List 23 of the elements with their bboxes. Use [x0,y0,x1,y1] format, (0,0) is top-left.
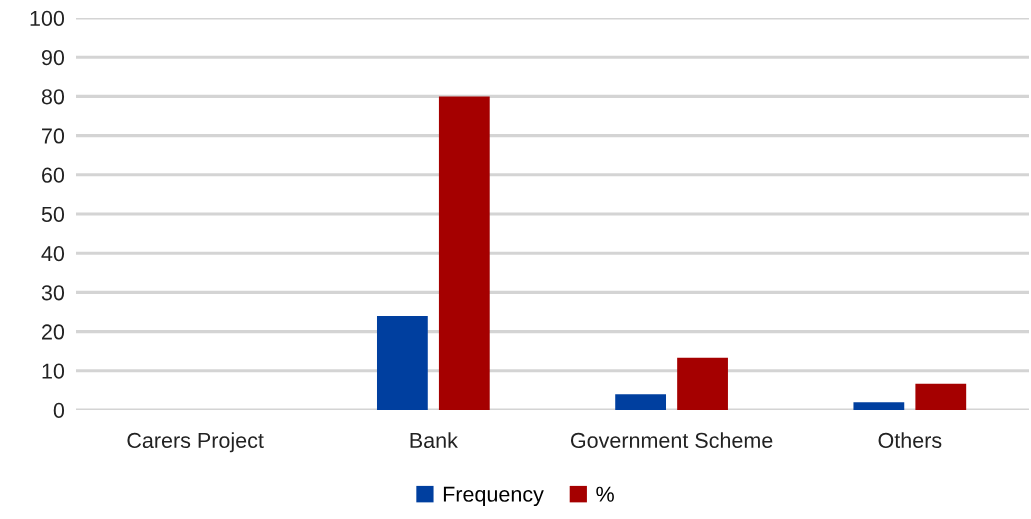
legend-label: Frequency [443,486,544,507]
y-tick-label: 90 [41,49,65,66]
bar [915,383,967,410]
y-tick-label: 70 [42,128,65,144]
y-tick-label: 0 [53,402,65,419]
x-tick-label: Carers Project [127,432,264,453]
y-tick-label: 30 [41,285,65,301]
x-tick-label: Others [878,432,942,449]
x-tick-label: Bank [410,432,458,449]
bar [615,394,667,410]
legend-label: % [596,486,614,502]
y-tick-label: 10 [42,363,65,379]
x-tick-label: Government Scheme [570,432,773,449]
y-tick-label: 100 [30,10,65,27]
y-tick-label: 60 [42,167,65,183]
y-tick-label: 40 [41,245,65,262]
bar [376,315,428,410]
y-tick-label: 20 [42,324,65,340]
bar [853,402,905,410]
y-tick-label: 80 [41,89,65,105]
y-tick-label: 50 [41,206,65,223]
bar [677,357,728,410]
bar [438,96,490,410]
